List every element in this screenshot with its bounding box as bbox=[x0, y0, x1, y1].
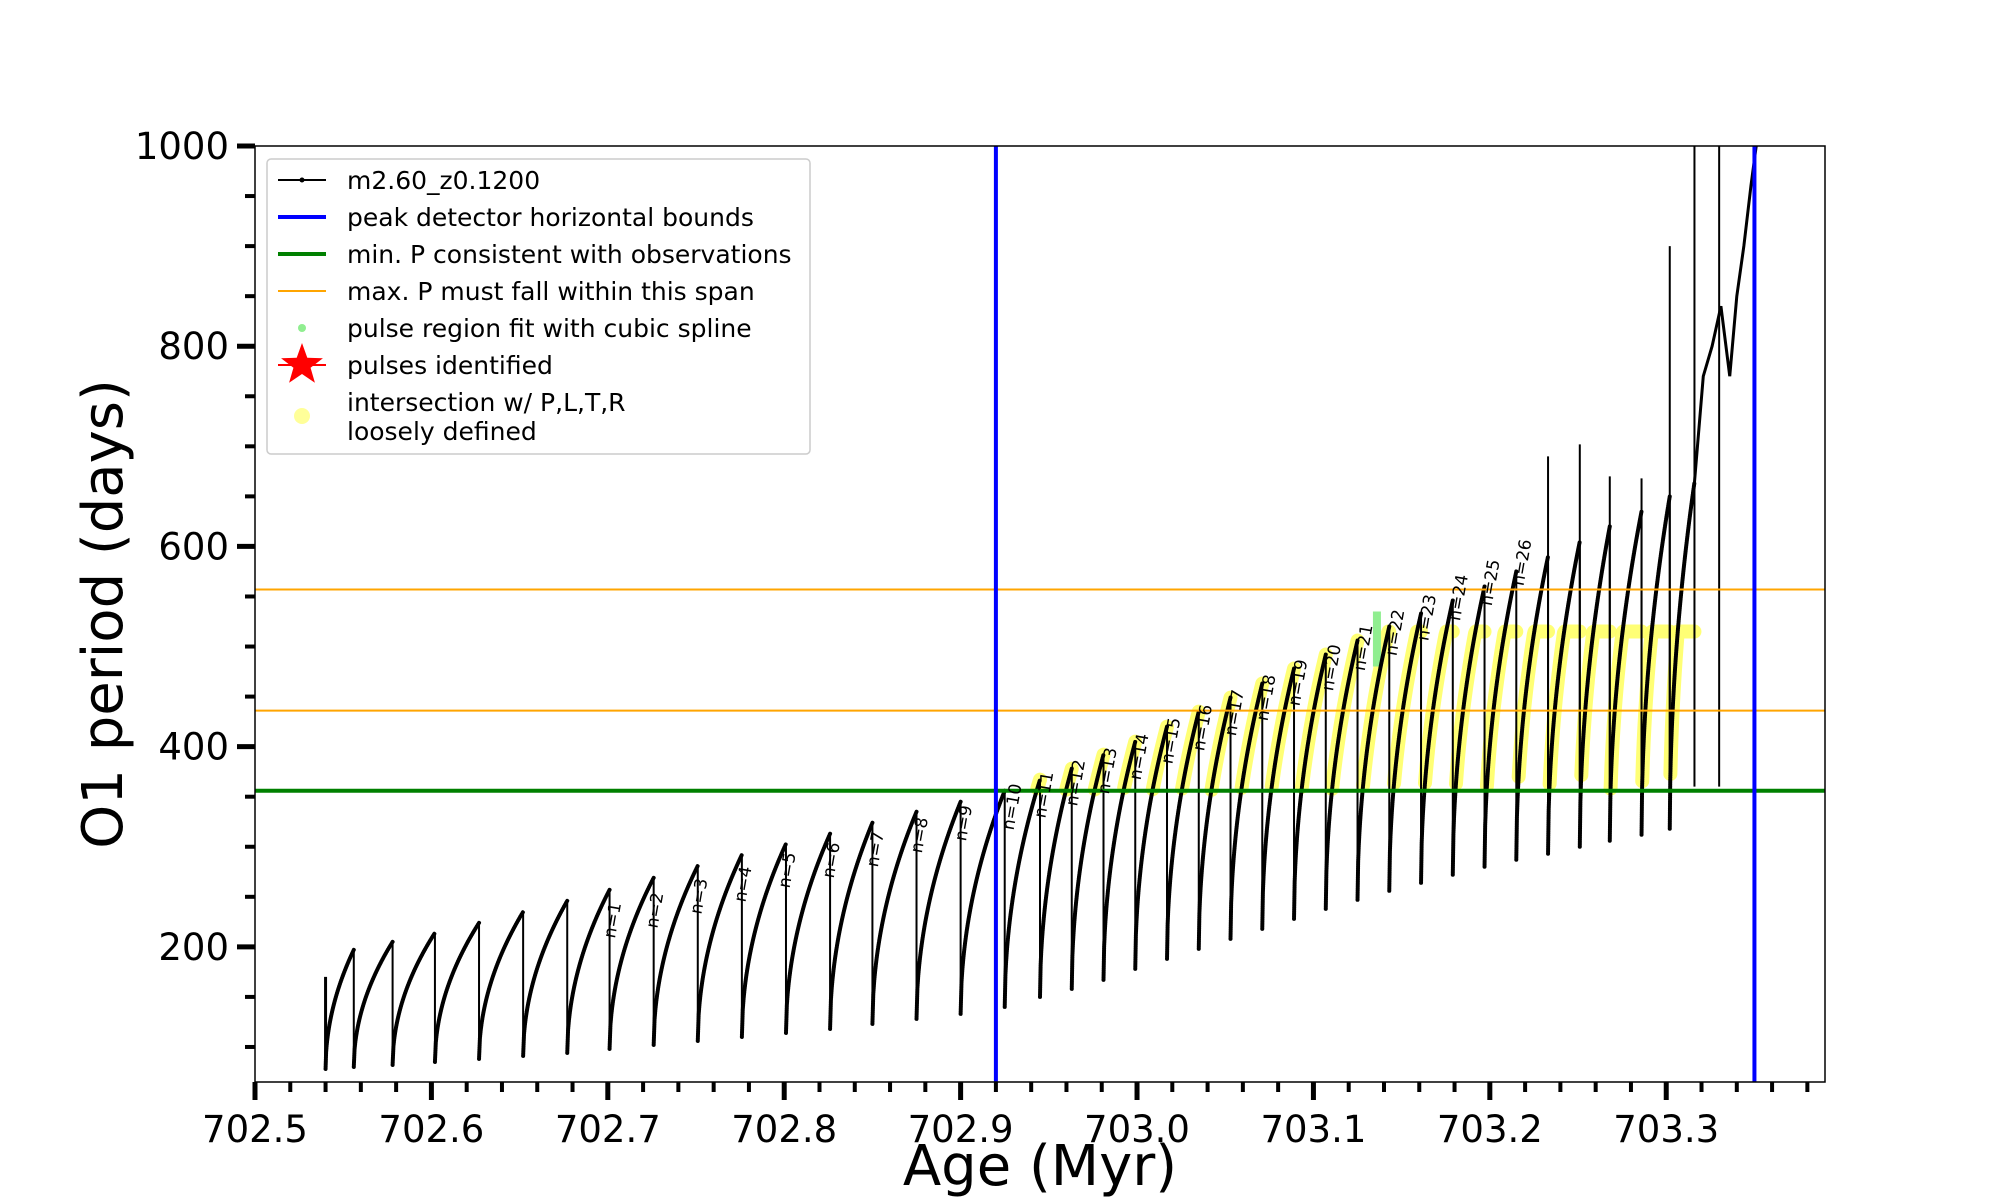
legend-swatch-star bbox=[281, 343, 323, 383]
y-axis-label: O1 period (days) bbox=[71, 379, 136, 849]
legend-item-4: max. P must fall within this span bbox=[278, 277, 755, 306]
pulse-curve-7 bbox=[565, 887, 612, 1055]
y-tick-label: 200 bbox=[158, 926, 229, 969]
x-tick-label: 703.2 bbox=[1437, 1108, 1543, 1151]
legend-item-6: pulses identified bbox=[278, 343, 553, 383]
pulse-curve-17 bbox=[1002, 777, 1042, 1009]
reference-lines bbox=[255, 146, 1825, 1082]
pulse-curve-10 bbox=[695, 852, 744, 1043]
legend-label: max. P must fall within this span bbox=[347, 277, 755, 306]
legend-box bbox=[266, 158, 811, 455]
pulse-curve-6 bbox=[521, 898, 570, 1058]
pulse-curve-13 bbox=[828, 820, 875, 1031]
pulse-curve-3 bbox=[390, 930, 437, 1067]
legend-item-3: min. P consistent with observations bbox=[278, 240, 792, 269]
x-tick-label: 702.8 bbox=[731, 1108, 837, 1151]
pulse-curve-14 bbox=[870, 809, 919, 1026]
y-axis: 200 400 600 800 1000 bbox=[135, 125, 255, 1049]
y-tick-label: 400 bbox=[158, 726, 229, 769]
y-tick-label: 600 bbox=[158, 525, 229, 568]
pulse-curve-33 bbox=[1514, 554, 1551, 862]
plot-frame bbox=[254, 145, 1826, 1083]
x-tick-label: 702.7 bbox=[555, 1108, 661, 1151]
pulse-curve-28 bbox=[1355, 624, 1392, 902]
pulse-curve-4 bbox=[432, 920, 482, 1064]
legend-item-5: pulse region fit with cubic spline bbox=[298, 314, 752, 343]
legend-label: pulse region fit with cubic spline bbox=[347, 314, 752, 343]
x-tick-label: 702.5 bbox=[202, 1108, 308, 1151]
pulse-curve-24 bbox=[1228, 681, 1265, 941]
pulse-curve-19 bbox=[1069, 752, 1106, 991]
pulse-curve-32 bbox=[1482, 569, 1519, 869]
y-tick-label: 1000 bbox=[135, 125, 229, 168]
pulse-curve-34 bbox=[1546, 539, 1582, 856]
pulse-curve-31 bbox=[1450, 584, 1487, 877]
series-tail bbox=[1692, 146, 1758, 483]
legend-label: peak detector horizontal bounds bbox=[347, 203, 754, 232]
legend-swatch bbox=[294, 408, 310, 424]
pulse-curve-35 bbox=[1577, 524, 1612, 849]
pulse-curve-12 bbox=[783, 831, 833, 1035]
pulse-curve-21 bbox=[1133, 724, 1170, 971]
legend-label: pulses identified bbox=[347, 351, 553, 380]
pulse-curve-36 bbox=[1607, 509, 1644, 843]
legend-swatch bbox=[298, 324, 306, 332]
pulse-curve-38 bbox=[1667, 480, 1697, 831]
x-tick-label: 703.1 bbox=[1260, 1108, 1366, 1151]
pulse-curve-27 bbox=[1323, 638, 1360, 911]
pulse-curve-22 bbox=[1165, 709, 1201, 961]
pulse-curve-30 bbox=[1419, 598, 1455, 885]
pulse-curve-37 bbox=[1639, 494, 1672, 837]
pulse-curve-2 bbox=[351, 939, 395, 1069]
legend-swatch-marker bbox=[299, 177, 305, 183]
x-tick-label: 703.0 bbox=[1084, 1108, 1190, 1151]
x-tick-label: 703.3 bbox=[1613, 1108, 1719, 1151]
legend-label: min. P consistent with observations bbox=[347, 240, 792, 269]
pulse-curve-29 bbox=[1387, 611, 1424, 893]
pulse-curve-26 bbox=[1292, 652, 1328, 921]
pulse-curve-8 bbox=[607, 875, 656, 1051]
x-tick-label: 702.6 bbox=[378, 1108, 484, 1151]
pulse-curve-25 bbox=[1260, 666, 1297, 931]
pulse-curve-1 bbox=[323, 947, 356, 1071]
x-axis-label: Age (Myr) bbox=[903, 1134, 1177, 1199]
plot-content bbox=[255, 146, 1825, 1082]
pulse-curve-15 bbox=[914, 799, 963, 1021]
x-tick-label: 702.9 bbox=[908, 1108, 1014, 1151]
pulse-curve-5 bbox=[477, 909, 526, 1061]
pulse-curve-11 bbox=[739, 841, 788, 1039]
legend-item-1: m2.60_z0.1200 bbox=[278, 166, 540, 195]
legend-item-7: intersection w/ P,L,T,R loosely defined bbox=[294, 388, 626, 446]
pulse-curve-18 bbox=[1038, 766, 1074, 999]
series-layer bbox=[323, 146, 1758, 1071]
pulse-curve-9 bbox=[651, 863, 700, 1047]
legend-item-2: peak detector horizontal bounds bbox=[278, 203, 754, 232]
legend-label: m2.60_z0.1200 bbox=[347, 166, 540, 195]
legend-label: intersection w/ P,L,T,R loosely defined bbox=[347, 388, 626, 446]
pulse-curve-20 bbox=[1101, 739, 1138, 982]
pulse-curve-23 bbox=[1196, 695, 1233, 951]
y-tick-label: 800 bbox=[158, 325, 229, 368]
x-axis: 702.5 702.6 702.7 702.8 702.9 703.0 703.1 703.2… bbox=[202, 1082, 1810, 1151]
